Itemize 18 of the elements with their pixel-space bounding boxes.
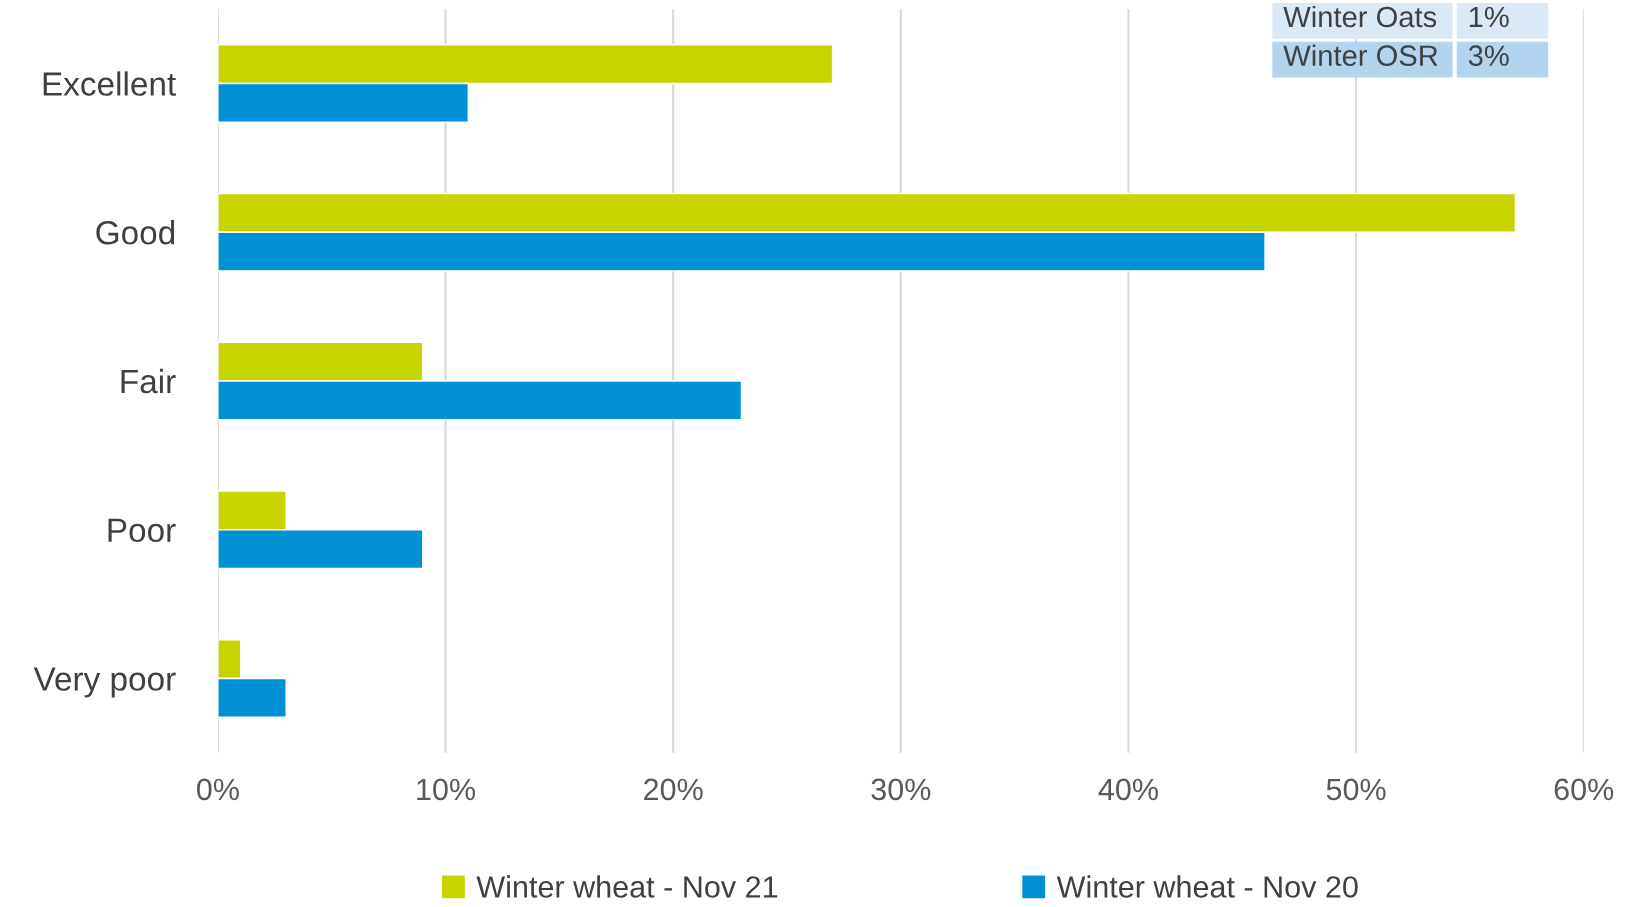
annotation: 3% [1468,45,1509,66]
y-tick-label: Fair [121,368,176,394]
annotation: Winter OSR [1283,44,1438,66]
x-tick-label: 40% [1098,778,1158,801]
y-tick-label: Very poor [33,667,176,698]
annotation: 1% [1469,6,1509,28]
y-tick-label: Excellent [43,71,176,96]
annotation: Winter Oats [1283,5,1437,28]
x-tick-label: 30% [871,778,931,801]
x-tick-label: 10% [417,778,476,801]
x-tick-label: 60% [1554,778,1614,801]
legend-label: Winter wheat - Nov 21 [476,875,778,898]
x-tick-label: 50% [1326,778,1386,801]
legend-label: Winter wheat - Nov 20 [1056,875,1358,898]
y-tick-label: Poor [108,518,176,543]
x-tick-label: 20% [644,778,703,801]
x-tick-label: 0% [197,778,239,801]
y-tick-label: Good [96,220,175,245]
